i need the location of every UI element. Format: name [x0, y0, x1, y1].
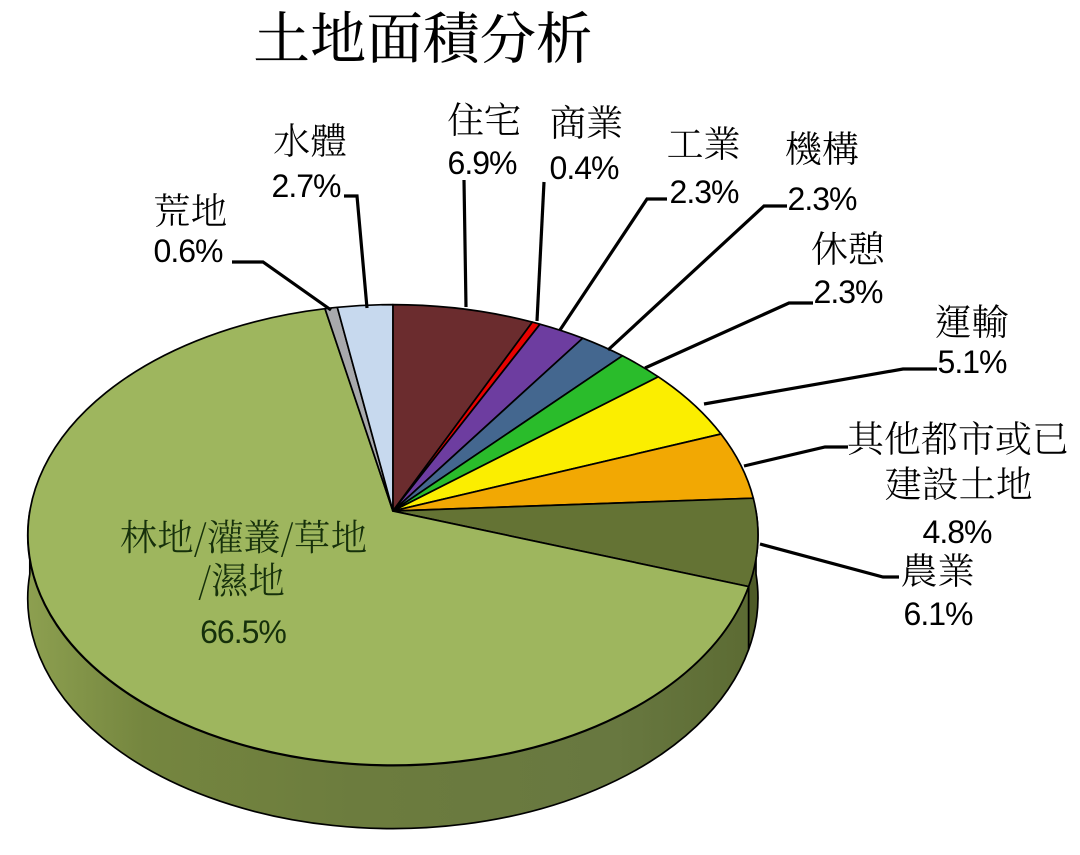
svg-text:2.3%: 2.3% [670, 174, 739, 210]
svg-text:2.3%: 2.3% [814, 274, 883, 310]
svg-text:5.1%: 5.1% [938, 344, 1007, 380]
svg-text:2.3%: 2.3% [788, 181, 857, 217]
svg-text:2.7%: 2.7% [272, 168, 341, 204]
svg-text:6.9%: 6.9% [448, 145, 517, 181]
svg-text:6.1%: 6.1% [904, 596, 973, 632]
svg-text:0.6%: 0.6% [154, 233, 223, 269]
svg-text:66.5%: 66.5% [200, 614, 286, 650]
svg-text:0.4%: 0.4% [550, 150, 619, 186]
svg-text:4.8%: 4.8% [923, 514, 992, 550]
